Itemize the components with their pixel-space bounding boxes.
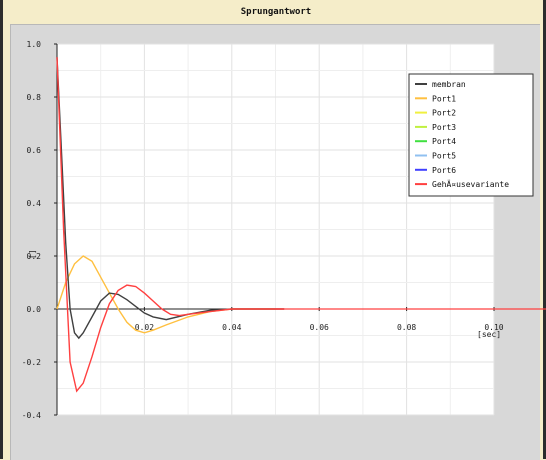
- y-tick-label: 0.4: [27, 199, 42, 208]
- legend-entry: Port5: [432, 152, 456, 161]
- y-tick-label: -0.4: [22, 411, 41, 420]
- y-tick-label: 0.6: [27, 146, 42, 155]
- legend: membran Port1 Port2 Port3 Port4 Port5 Port6 Geh…: [408, 73, 534, 197]
- x-axis-label: [sec]: [477, 330, 501, 339]
- series-lines: [56, 57, 546, 393]
- legend-entry: Port4: [432, 137, 456, 146]
- legend-entry: Port6: [432, 166, 456, 175]
- chart-title: Sprungantwort: [240, 7, 312, 17]
- x-tick-label: 0.02: [135, 323, 154, 332]
- y-tick-label: 0.0: [27, 305, 42, 314]
- line-chart: 1.0 0.8 0.6 0.4 0.2 0.0 -0.2 -0.4 0.02 0.04 0.06 0.…: [22, 40, 546, 420]
- y-tick-label: 0.2: [27, 252, 42, 261]
- legend-entry: GehÄ¤usevariante: [432, 179, 509, 189]
- series-line: [56, 57, 285, 393]
- legend-entry: Port3: [432, 123, 456, 132]
- y-tick-label: -0.2: [22, 358, 41, 367]
- tick-labels: 1.0 0.8 0.6 0.4 0.2 0.0 -0.2 -0.4 0.02 0.04 0.06 0.…: [22, 40, 504, 420]
- y-axis-label: []: [28, 249, 37, 259]
- legend-entry: Port1: [432, 94, 456, 103]
- legend-box: [408, 73, 534, 197]
- legend-entry: membran: [432, 80, 466, 89]
- x-tick-label: 0.08: [397, 323, 416, 332]
- x-tick-label: 0.04: [222, 323, 241, 332]
- legend-entry: Port2: [432, 109, 456, 118]
- y-tick-label: 1.0: [27, 40, 42, 49]
- x-tick-label: 0.06: [310, 323, 329, 332]
- x-tick-label: 0.10: [484, 323, 503, 332]
- y-tick-label: 0.8: [27, 93, 42, 102]
